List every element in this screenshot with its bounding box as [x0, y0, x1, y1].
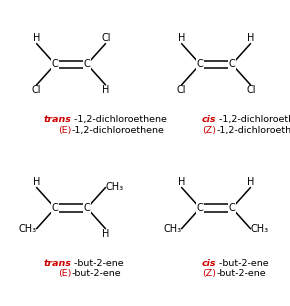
- Text: (E): (E): [58, 269, 71, 278]
- Text: -but-2-ene: -but-2-ene: [216, 259, 269, 268]
- Text: CH₃: CH₃: [163, 224, 181, 234]
- Text: Cl: Cl: [101, 33, 110, 43]
- Text: trans: trans: [43, 115, 71, 124]
- Text: -but-2-ene: -but-2-ene: [71, 269, 121, 278]
- Text: H: H: [247, 177, 255, 187]
- Text: (E): (E): [58, 125, 71, 135]
- Text: CH₃: CH₃: [251, 224, 269, 234]
- Text: C: C: [229, 59, 235, 69]
- Text: C: C: [52, 203, 59, 213]
- Text: (Z): (Z): [202, 125, 216, 135]
- Text: -1,2-dichloroethene: -1,2-dichloroethene: [216, 125, 290, 135]
- Text: C: C: [197, 203, 204, 213]
- Text: H: H: [32, 177, 40, 187]
- Text: Cl: Cl: [246, 85, 255, 95]
- Text: C: C: [52, 59, 59, 69]
- Text: (Z): (Z): [202, 269, 216, 278]
- Text: Cl: Cl: [32, 85, 41, 95]
- Text: H: H: [102, 229, 110, 239]
- Text: -but-2-ene: -but-2-ene: [71, 259, 124, 268]
- Text: C: C: [229, 203, 235, 213]
- Text: -1,2-dichloroethene: -1,2-dichloroethene: [216, 115, 290, 124]
- Text: -1,2-dichloroethene: -1,2-dichloroethene: [71, 125, 164, 135]
- Text: CH₃: CH₃: [106, 182, 124, 192]
- Text: H: H: [247, 33, 255, 43]
- Text: C: C: [197, 59, 204, 69]
- Text: -1,2-dichloroethene: -1,2-dichloroethene: [71, 115, 167, 124]
- Text: Cl: Cl: [177, 85, 186, 95]
- Text: H: H: [177, 33, 185, 43]
- Text: H: H: [177, 177, 185, 187]
- Text: -but-2-ene: -but-2-ene: [216, 269, 266, 278]
- Text: C: C: [84, 203, 90, 213]
- Text: cis: cis: [202, 115, 216, 124]
- Text: H: H: [32, 33, 40, 43]
- Text: C: C: [84, 59, 90, 69]
- Text: H: H: [102, 85, 110, 95]
- Text: trans: trans: [43, 259, 71, 268]
- Text: cis: cis: [202, 259, 216, 268]
- Text: CH₃: CH₃: [18, 224, 36, 234]
